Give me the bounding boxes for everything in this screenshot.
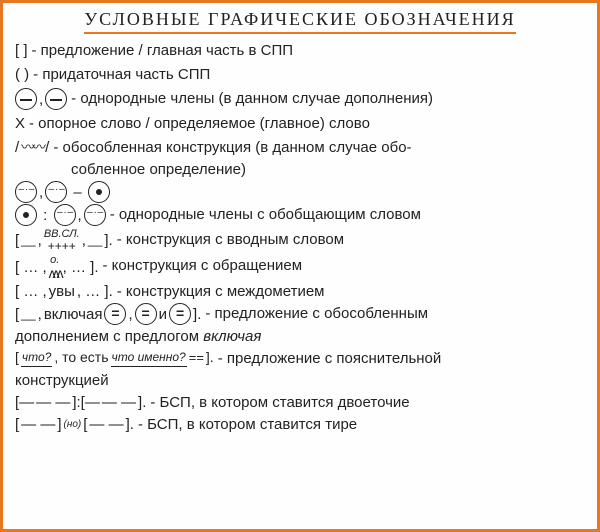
dashdot-circle-icon — [54, 204, 76, 226]
conj-no: (но) — [64, 418, 82, 432]
symbol-generalizing-line-1: , – — [15, 181, 110, 203]
dash-seg: — — — [102, 392, 136, 413]
desc-line-2: конструкцией — [15, 370, 109, 391]
row-bsp-dash: [— —] (но) [— —]. - БСП, в котором стави… — [15, 414, 585, 435]
row-homogeneous: , - однородные члены (в данном случае до… — [15, 88, 585, 110]
dot-circle-icon — [15, 204, 37, 226]
symbol-interjection: [ … , увы, … ]. — [15, 281, 113, 302]
dot-circle-icon — [88, 181, 110, 203]
slash: / — [15, 137, 19, 158]
symbol-explanatory: [что? , то есть что именно? ==]. — [15, 348, 214, 368]
stack-vvsl: ВВ.СЛ. ++++ — [44, 229, 80, 252]
row-main-clause: [ ] - предложение / главная часть в СПП — [15, 40, 585, 61]
row-including: [ __, включая , и ]. - предложение с обо… — [15, 303, 585, 325]
underline-dash: __ — [88, 231, 102, 249]
row-address: [ … , о. ʌʌʌ , … ]. - конструкция с обра… — [15, 255, 585, 280]
stack-o: о. ʌʌʌ — [49, 255, 61, 280]
question-what-exactly: что именно? — [111, 349, 187, 367]
desc: - придаточная часть СПП — [33, 64, 210, 85]
slash: / — [45, 137, 49, 158]
dash-circle-icon — [45, 88, 67, 110]
plus-underline: ++++ — [48, 240, 76, 252]
symbol-including: [ __, включая , и ]. — [15, 303, 201, 325]
dash-seg: — — — [36, 392, 70, 413]
desc: - обособленная конструкция (в данном слу… — [53, 137, 411, 158]
row-isolated-construction: / 〰〰 / - обособленная конструкция (в дан… — [15, 137, 585, 158]
symbol-dash-circles: , — [15, 88, 67, 110]
row-explanatory-2: конструкцией — [15, 370, 585, 391]
title-wrap: УСЛОВНЫЕ ГРАФИЧЕСКИЕ ОБОЗНАЧЕНИЯ — [15, 9, 585, 34]
to-est: , то есть — [54, 348, 108, 368]
row-including-2: дополнением с предлогом включая — [15, 326, 585, 347]
eq-underline: == — [189, 349, 204, 367]
symbol-bsp-colon: [— — —]:[— — —]. — [15, 392, 146, 413]
symbol-square-brackets: [ ] — [15, 40, 28, 61]
symbol-parens: ( ) — [15, 64, 29, 85]
underline-dash: __ — [21, 305, 35, 323]
desc: - БСП, в котором ставится двоеточие — [150, 392, 409, 413]
row-interjection: [ … , увы, … ]. - конструкция с междомет… — [15, 281, 585, 302]
row-explanatory: [что? , то есть что именно? ==]. - предл… — [15, 348, 585, 369]
desc: - конструкция с обращением — [103, 255, 303, 276]
row-bsp-colon: [— — —]:[— — —]. - БСП, в котором ставит… — [15, 392, 585, 413]
desc-line-2: дополнением с предлогом — [15, 326, 199, 347]
dash-seg: — — — [21, 414, 55, 435]
question-what: что? — [21, 349, 52, 367]
dash-circle-icon — [15, 88, 37, 110]
row-isolated-construction-2: собленное определение) — [15, 159, 585, 180]
symbol-x: X — [15, 113, 25, 134]
dashdot-circle-icon — [45, 181, 67, 203]
desc: - конструкция с междометием — [117, 281, 325, 302]
dashdot-circle-icon — [15, 181, 37, 203]
dash-seg: — — — [89, 414, 123, 435]
legend-frame: УСЛОВНЫЕ ГРАФИЧЕСКИЕ ОБОЗНАЧЕНИЯ [ ] - п… — [0, 0, 600, 532]
symbol-generalizing-line-2: : , — [15, 204, 106, 226]
desc: - БСП, в котором ставится тире — [138, 414, 357, 435]
title: УСЛОВНЫЕ ГРАФИЧЕСКИЕ ОБОЗНАЧЕНИЯ — [84, 9, 515, 34]
desc: - предложение / главная часть в СПП — [32, 40, 294, 61]
symbol-intro-word: [ __ , ВВ.СЛ. ++++ , __ ]. — [15, 229, 113, 252]
word-and: и — [159, 304, 167, 325]
desc-line-2: собленное определение) — [71, 159, 246, 180]
eq-circle-icon — [135, 303, 157, 325]
row-sub-clause: ( ) - придаточная часть СПП — [15, 64, 585, 85]
symbol-address: [ … , о. ʌʌʌ , … ]. — [15, 255, 99, 280]
row-intro-word: [ __ , ВВ.СЛ. ++++ , __ ]. - конструкция… — [15, 229, 585, 252]
underline-dash: __ — [21, 231, 35, 249]
symbol-wave: / 〰〰 / — [15, 137, 49, 158]
word-including: включая — [44, 304, 103, 325]
eq-circle-icon — [169, 303, 191, 325]
eq-circle-icon — [104, 303, 126, 325]
desc: - предложение с обособленным — [205, 303, 428, 324]
row-generalizing-2: : , - однородные члены с обобщающим слов… — [15, 204, 585, 226]
desc: - однородные члены с обобщающим словом — [110, 204, 421, 225]
desc: - конструкция с вводным словом — [117, 229, 344, 250]
interjection-word: увы — [49, 281, 75, 302]
desc: - опорное слово / определяемое (главное)… — [29, 113, 370, 134]
desc: - однородные члены (в данном случае допо… — [71, 88, 433, 109]
row-generalizing-1: , – — [15, 181, 585, 203]
desc-line-2-italic: включая — [203, 326, 261, 347]
wave-icon: 〰〰 — [21, 138, 43, 158]
wave-small-icon: ʌʌʌ — [49, 266, 61, 280]
dashdot-circle-icon — [84, 204, 106, 226]
desc: - предложение с пояснительной — [218, 348, 442, 369]
symbol-bsp-dash: [— —] (но) [— —]. — [15, 414, 134, 435]
row-anchor-word: X - опорное слово / определяемое (главно… — [15, 113, 585, 134]
